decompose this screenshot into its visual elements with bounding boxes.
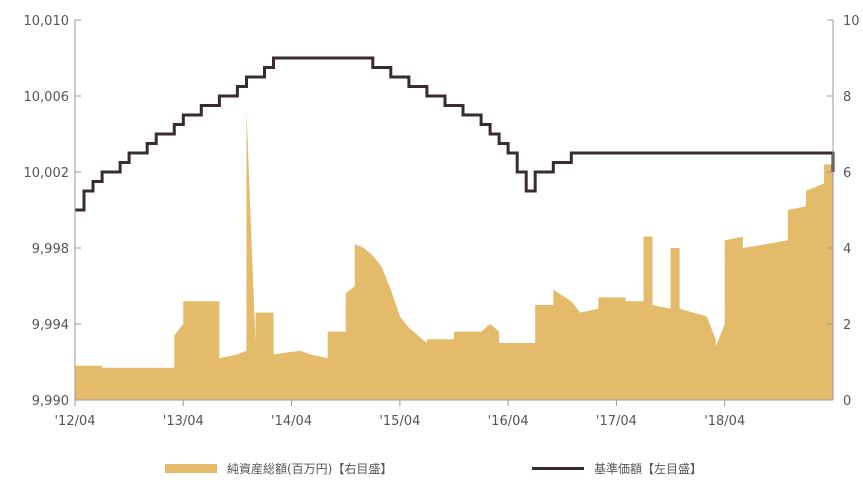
x-tick-label: '18/04 (704, 414, 745, 429)
x-tick-label: '17/04 (596, 414, 637, 429)
net-assets-area-layer (75, 111, 833, 400)
y-right-tick-label: 6 (843, 166, 851, 181)
axes: 9,990 9,994 9,998 10,002 10,006 10,010 0 2 4 6 8 10… (24, 14, 860, 429)
y-right-tick-label: 8 (843, 90, 851, 105)
y-right-tick-label: 2 (843, 318, 851, 333)
net-assets-area (75, 111, 833, 400)
y-left-tick-label: 10,002 (24, 166, 70, 181)
legend-area-swatch (165, 463, 217, 473)
y-right-tick-label: 10 (843, 14, 860, 29)
legend-item-nav: 基準価額【左目盛】 (532, 458, 702, 478)
y-left-tick-label: 9,994 (32, 318, 69, 333)
x-tick-label: '16/04 (488, 414, 529, 429)
y-left-tick-label: 10,006 (24, 90, 70, 105)
x-tick-label: '13/04 (163, 414, 204, 429)
nav-line (75, 56, 835, 212)
y-left-tick-label: 9,990 (32, 394, 69, 409)
legend-area-label: 純資産総額(百万円)【右目盛】 (227, 461, 393, 476)
x-tick-label: '12/04 (54, 414, 95, 429)
legend-line-swatch (532, 466, 584, 470)
x-tick-label: '15/04 (379, 414, 420, 429)
nav-line-layer (75, 56, 835, 212)
y-right-tick-label: 0 (843, 394, 851, 409)
legend-item-net-assets: 純資産総額(百万円)【右目盛】 (165, 458, 392, 478)
y-right-tick-label: 4 (843, 242, 851, 257)
x-tick-label: '14/04 (271, 414, 312, 429)
y-left-tick-label: 10,010 (24, 14, 70, 29)
legend-line-label: 基準価額【左目盛】 (594, 461, 703, 476)
y-left-tick-label: 9,998 (32, 242, 69, 257)
